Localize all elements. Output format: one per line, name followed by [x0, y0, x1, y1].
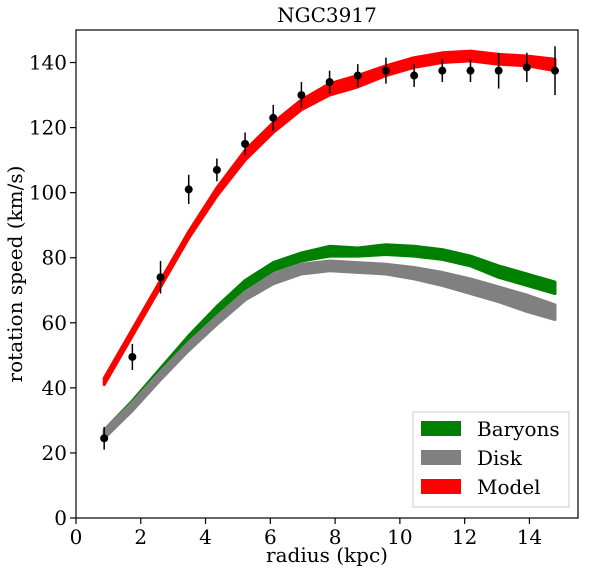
band-model: [102, 49, 557, 387]
x-tick-label: 4: [199, 525, 212, 549]
y-tick-label: 40: [42, 376, 67, 400]
data-point: [381, 66, 390, 75]
y-tick-label: 140: [29, 51, 67, 75]
legend-swatch-disk: [421, 450, 461, 465]
y-tick-label: 80: [42, 246, 67, 270]
data-point: [212, 165, 221, 174]
y-tick-label: 0: [54, 506, 67, 530]
x-tick-label: 0: [70, 525, 83, 549]
band-disk: [102, 259, 557, 440]
y-tick-label: 120: [29, 116, 67, 140]
data-point: [438, 66, 447, 75]
plot-frame: [75, 29, 579, 519]
data-point: [297, 91, 306, 100]
chart-title: NGC3917: [277, 3, 377, 27]
data-point: [522, 63, 531, 72]
x-tick-label: 12: [452, 525, 477, 549]
data-point: [466, 66, 475, 75]
legend-label-model: Model: [477, 475, 541, 499]
legend-label-baryons: Baryons: [477, 417, 560, 441]
y-tick-label: 20: [42, 441, 67, 465]
legend-swatch-model: [421, 479, 461, 494]
legend-label-disk: Disk: [477, 446, 523, 470]
data-point: [551, 66, 560, 75]
x-tick-label: 10: [387, 525, 412, 549]
data-point: [353, 71, 362, 80]
data-point: [269, 113, 278, 122]
data-point: [156, 273, 165, 282]
data-point: [100, 434, 109, 443]
legend-swatch-baryons: [421, 421, 461, 436]
x-tick-label: 6: [264, 525, 277, 549]
x-tick-label: 14: [517, 525, 542, 549]
x-axis: 0 2 4 6 8 10 12 14: [70, 518, 542, 549]
data-point: [410, 71, 419, 80]
band-baryons: [102, 243, 557, 440]
legend: Baryons Disk Model: [412, 411, 570, 508]
data-point: [494, 66, 503, 75]
data-point: [184, 185, 193, 194]
x-tick-label: 2: [134, 525, 147, 549]
data-point: [128, 352, 137, 361]
observed-points: [100, 46, 560, 450]
y-tick-label: 100: [29, 181, 67, 205]
y-axis-title: rotation speed (km/s): [3, 166, 27, 383]
x-tick-label: 8: [329, 525, 342, 549]
data-point: [241, 139, 250, 148]
x-axis-title: radius (kpc): [266, 543, 388, 567]
data-point: [325, 78, 334, 87]
y-axis: 0 20 40 60 80 100 120 140: [29, 51, 76, 530]
model-bands: [102, 49, 557, 440]
y-tick-label: 60: [42, 311, 67, 335]
